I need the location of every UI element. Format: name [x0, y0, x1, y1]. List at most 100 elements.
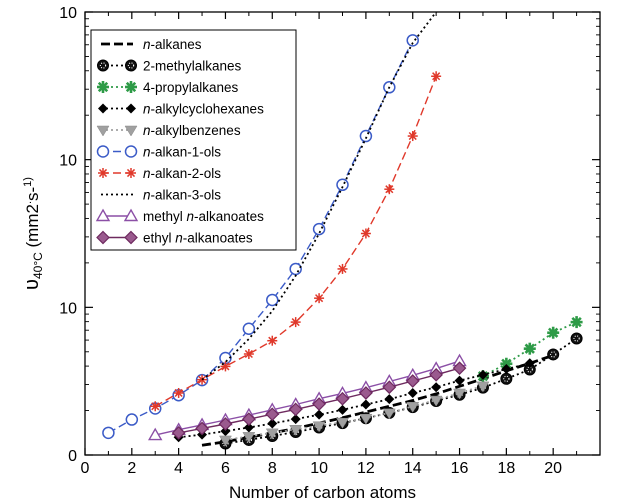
data-point: [290, 317, 301, 328]
legend-entry: n-alkan-1-ols: [96, 145, 221, 160]
data-point: [547, 326, 560, 339]
legend-label: 2-methylalkanes: [143, 59, 242, 74]
legend-swatch-marker-ray: [125, 81, 137, 93]
legend: n-alkanes 2-methylalkanes 4-propylalkanes n…: [90, 29, 297, 251]
legend-swatch-marker: [125, 59, 137, 72]
legend-swatch-marker: [126, 168, 136, 178]
data-point: [406, 402, 420, 413]
series-4: [219, 381, 490, 447]
data-point: [335, 391, 350, 406]
data-point: [312, 421, 326, 433]
x-tick-label: 18: [497, 460, 515, 477]
legend-swatch-marker: [96, 145, 110, 158]
data-point-ray: [315, 294, 324, 303]
data-point: [360, 228, 371, 239]
legend-swatch-marker: [124, 230, 138, 245]
data-point: [429, 395, 443, 407]
data-point: [242, 322, 256, 335]
data-point: [220, 426, 231, 437]
data-point-ray: [221, 362, 230, 371]
data-point: [524, 358, 535, 369]
data-point: [220, 361, 231, 372]
legend-label: ethyl n-alkanoates: [143, 231, 253, 246]
y-tick-label: 10: [59, 153, 77, 170]
data-point: [477, 369, 488, 380]
legend-label: n-alkan-2-ols: [143, 166, 221, 181]
legend-swatch-marker: [96, 230, 110, 245]
data-point: [242, 432, 256, 443]
series-line: [201, 353, 554, 447]
data-point: [243, 348, 254, 359]
data-point-ray: [501, 358, 512, 369]
series-line: [178, 362, 531, 439]
legend-swatch-marker: [124, 145, 138, 158]
x-tick-label: 14: [404, 460, 422, 477]
data-point: [360, 399, 371, 410]
data-point: [219, 435, 232, 447]
data-point: [570, 316, 583, 329]
data-point-ray: [432, 72, 441, 81]
y-tick-label: 10: [59, 5, 77, 22]
data-point: [382, 380, 397, 395]
data-point-pattern: [503, 375, 510, 382]
x-axis-title: Number of carbon atoms: [229, 483, 416, 502]
data-point: [314, 293, 325, 304]
data-point: [265, 428, 279, 440]
data-point: [405, 374, 420, 388]
data-point: [407, 387, 418, 398]
data-point: [312, 222, 326, 236]
legend-swatch-marker: [125, 81, 137, 93]
data-point-pattern: [526, 366, 533, 373]
series-layer: [102, 11, 583, 450]
data-point: [547, 348, 560, 361]
data-point: [289, 425, 303, 436]
legend-swatch-marker: [95, 208, 111, 222]
legend-entry: 2-methylalkanes: [97, 59, 242, 74]
data-point: [359, 413, 373, 425]
data-point-pattern: [573, 335, 580, 342]
data-point: [500, 372, 513, 385]
x-tick-label: 4: [174, 460, 183, 477]
data-point-pattern: [292, 428, 299, 436]
x-tick-label: 8: [268, 460, 277, 477]
legend-entry: n-alkan-2-ols: [98, 166, 221, 181]
data-point: [314, 409, 325, 420]
x-tick-label: 10: [310, 460, 328, 477]
legend-entry: ethyl n-alkanoates: [96, 230, 253, 246]
data-point: [312, 397, 326, 411]
data-point: [429, 367, 443, 382]
y-axis-title: υ40°C (mm2.s-1): [21, 177, 45, 290]
data-point: [289, 262, 302, 276]
series-3: [173, 358, 535, 443]
legend-label: n-alkanes: [143, 37, 202, 52]
series-line: [482, 321, 577, 377]
legend-entry: n-alkylcyclohexanes: [98, 102, 264, 117]
series-line: [108, 40, 414, 434]
legend-swatch-marker: [98, 103, 108, 114]
x-tick-label: 6: [221, 460, 230, 477]
legend-swatch-marker-pattern: [127, 62, 135, 69]
legend-swatch-marker: [126, 103, 136, 114]
data-point: [453, 388, 466, 400]
legend-label: n-alkylbenzenes: [143, 123, 241, 138]
legend-entry: methyl n-alkanoates: [95, 208, 264, 224]
data-point: [452, 361, 467, 376]
x-tick-label: 20: [544, 460, 562, 477]
series-7: [201, 11, 437, 381]
data-point: [359, 129, 373, 143]
series-0: [201, 353, 554, 447]
data-point: [359, 386, 373, 400]
data-point: [501, 364, 512, 375]
data-point: [171, 426, 186, 440]
data-point: [384, 184, 395, 195]
legend-entry: n-alkanes: [101, 37, 202, 52]
data-point: [242, 412, 256, 426]
legend-label: 4-propylalkanes: [143, 80, 239, 95]
data-point: [336, 417, 349, 429]
data-point: [150, 401, 161, 412]
legend-label: methyl n-alkanoates: [143, 209, 264, 224]
data-point: [267, 418, 278, 429]
data-point-ray: [571, 316, 582, 328]
data-point: [523, 342, 536, 355]
